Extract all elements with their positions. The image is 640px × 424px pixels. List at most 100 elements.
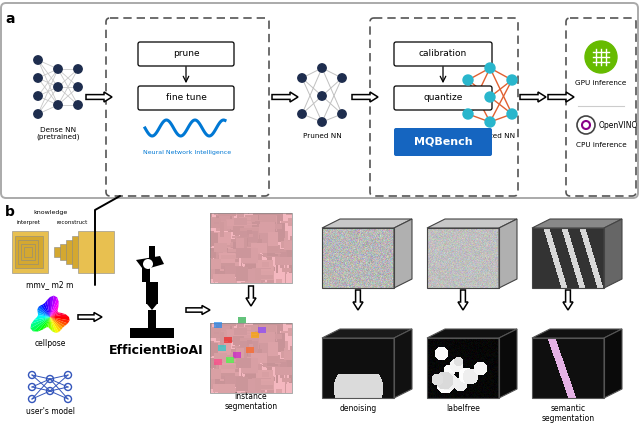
Text: user's model: user's model xyxy=(26,407,74,416)
Text: calibration: calibration xyxy=(419,50,467,59)
Bar xyxy=(532,338,604,398)
Text: b: b xyxy=(5,205,15,219)
Polygon shape xyxy=(520,92,546,102)
Bar xyxy=(12,231,48,273)
Text: Neural Network Intelligence: Neural Network Intelligence xyxy=(143,150,231,155)
Bar xyxy=(54,247,62,257)
Polygon shape xyxy=(50,312,61,317)
Text: MQBench: MQBench xyxy=(413,137,472,147)
Bar xyxy=(15,236,43,268)
Polygon shape xyxy=(147,304,157,310)
Circle shape xyxy=(34,56,42,64)
Polygon shape xyxy=(322,329,412,338)
Polygon shape xyxy=(186,306,210,315)
Polygon shape xyxy=(50,317,61,332)
Polygon shape xyxy=(78,312,102,321)
Bar xyxy=(218,345,226,351)
Text: semantic
segmentation: semantic segmentation xyxy=(541,404,595,424)
Text: knowledge: knowledge xyxy=(33,210,67,215)
Circle shape xyxy=(338,74,346,82)
FancyBboxPatch shape xyxy=(106,18,269,196)
Bar xyxy=(214,359,222,365)
FancyBboxPatch shape xyxy=(394,86,492,110)
Polygon shape xyxy=(50,317,65,328)
Circle shape xyxy=(74,83,82,91)
Circle shape xyxy=(298,74,306,82)
Circle shape xyxy=(338,110,346,118)
Polygon shape xyxy=(31,317,50,324)
Circle shape xyxy=(143,259,153,269)
Polygon shape xyxy=(50,317,63,330)
Polygon shape xyxy=(604,329,622,398)
Polygon shape xyxy=(43,317,50,329)
Polygon shape xyxy=(499,219,517,288)
Text: labelfree: labelfree xyxy=(446,404,480,413)
Circle shape xyxy=(507,75,517,85)
Polygon shape xyxy=(48,317,50,329)
Bar xyxy=(149,246,155,260)
Polygon shape xyxy=(548,92,574,102)
Polygon shape xyxy=(45,300,50,317)
Circle shape xyxy=(585,41,617,73)
FancyBboxPatch shape xyxy=(370,18,518,196)
Polygon shape xyxy=(427,329,517,338)
Text: reconstruct: reconstruct xyxy=(56,220,88,225)
Bar xyxy=(214,322,222,328)
Polygon shape xyxy=(353,290,363,310)
Polygon shape xyxy=(31,317,50,331)
Circle shape xyxy=(54,65,62,73)
Bar xyxy=(210,323,292,393)
Polygon shape xyxy=(38,305,50,317)
Polygon shape xyxy=(34,317,50,320)
Polygon shape xyxy=(33,317,50,332)
Polygon shape xyxy=(458,290,468,310)
Polygon shape xyxy=(50,296,57,317)
Polygon shape xyxy=(31,317,50,328)
Circle shape xyxy=(318,118,326,126)
Polygon shape xyxy=(50,314,69,317)
Polygon shape xyxy=(50,297,59,317)
Text: fine tune: fine tune xyxy=(166,94,207,103)
Bar xyxy=(233,352,241,358)
Polygon shape xyxy=(563,290,573,310)
Polygon shape xyxy=(499,329,517,398)
Circle shape xyxy=(318,92,326,100)
Bar xyxy=(66,240,86,264)
FancyBboxPatch shape xyxy=(394,42,492,66)
Polygon shape xyxy=(427,219,517,228)
Bar xyxy=(72,236,100,268)
Polygon shape xyxy=(50,317,56,333)
Text: Dense NN
(pretrained): Dense NN (pretrained) xyxy=(36,127,80,140)
Polygon shape xyxy=(47,297,50,317)
Text: Quantized NN: Quantized NN xyxy=(465,133,515,139)
Polygon shape xyxy=(50,317,59,333)
Bar xyxy=(427,338,499,398)
Circle shape xyxy=(485,92,495,102)
Circle shape xyxy=(485,63,495,73)
Text: quantize: quantize xyxy=(423,94,463,103)
Bar xyxy=(130,328,174,338)
Text: prune: prune xyxy=(173,50,199,59)
Circle shape xyxy=(485,117,495,127)
Text: Pruned NN: Pruned NN xyxy=(303,133,341,139)
Bar xyxy=(18,240,38,264)
Circle shape xyxy=(298,110,306,118)
Text: GPU inference: GPU inference xyxy=(575,80,627,86)
Polygon shape xyxy=(37,307,50,317)
Bar xyxy=(224,337,232,343)
Polygon shape xyxy=(38,312,50,317)
Text: instance
segmentation: instance segmentation xyxy=(225,392,278,411)
Polygon shape xyxy=(50,296,54,317)
Circle shape xyxy=(74,101,82,109)
Polygon shape xyxy=(37,315,50,317)
Bar xyxy=(210,213,292,283)
Polygon shape xyxy=(604,219,622,288)
Bar xyxy=(322,338,394,398)
Polygon shape xyxy=(46,317,50,327)
Bar xyxy=(258,327,266,333)
Bar xyxy=(78,231,114,273)
Bar xyxy=(532,228,604,288)
Bar xyxy=(21,244,35,260)
Text: CPU inference: CPU inference xyxy=(575,142,627,148)
Circle shape xyxy=(34,92,42,100)
